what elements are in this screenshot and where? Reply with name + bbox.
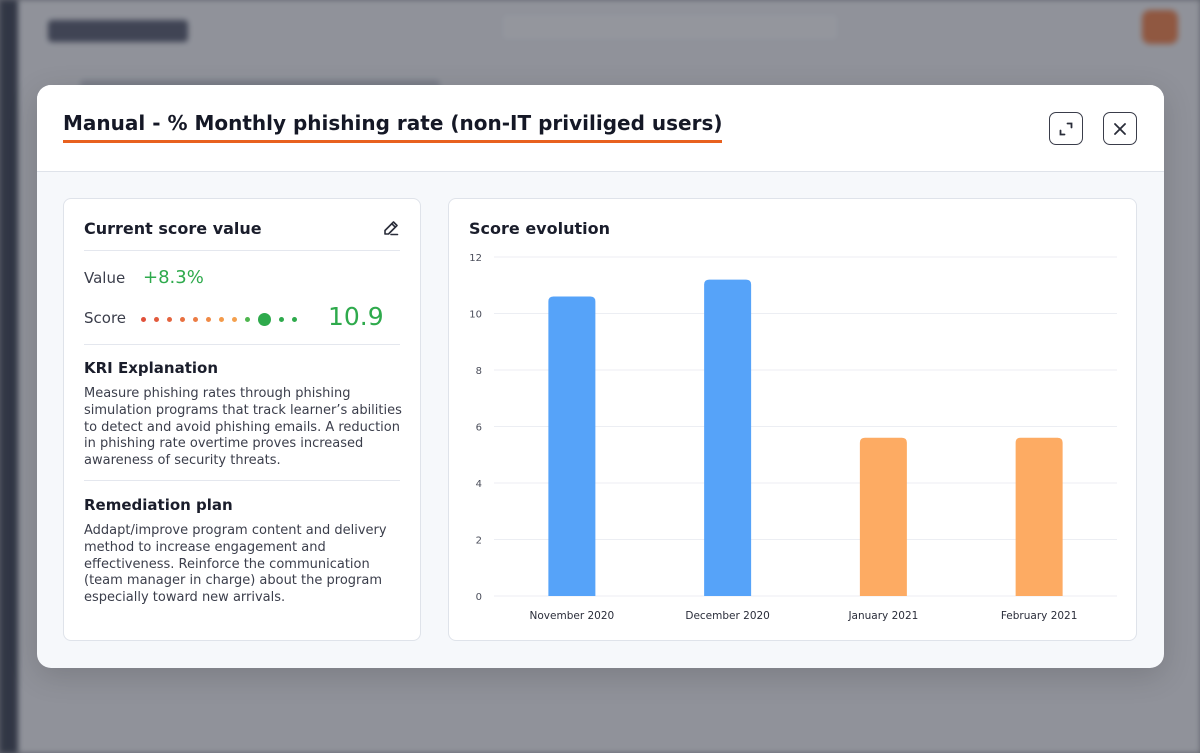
score-scale-dot xyxy=(154,316,159,322)
current-score-title: Current score value xyxy=(84,219,262,238)
y-tick-label: 0 xyxy=(476,592,482,603)
x-tick-label: February 2021 xyxy=(1001,610,1078,622)
current-score-card: Current score value Value +8.3% Score 10… xyxy=(63,198,421,641)
score-evolution-chart: 0 2 4 6 8 10 12 November 2020 December 2020 Janua… xyxy=(469,253,1117,622)
x-tick-label: December 2020 xyxy=(685,610,770,622)
score-scale-dot xyxy=(167,316,172,322)
kri-explanation-text: Measure phishing rates through phishing … xyxy=(84,386,402,469)
close-icon xyxy=(1114,122,1126,135)
divider xyxy=(84,250,400,251)
divider xyxy=(84,480,400,481)
score-scale-dot xyxy=(219,316,224,322)
divider xyxy=(84,344,400,345)
y-tick-label: 12 xyxy=(469,253,482,264)
score-scale xyxy=(141,312,305,326)
close-button[interactable] xyxy=(1103,112,1137,145)
score-scale-dot xyxy=(279,316,284,322)
bar-november-2020[interactable] xyxy=(548,296,596,596)
expand-button[interactable] xyxy=(1049,112,1083,145)
score-scale-dot xyxy=(232,316,237,322)
kri-detail-modal: Manual - % Monthly phishing rate (non-IT… xyxy=(37,85,1164,668)
value-amount: +8.3% xyxy=(143,267,204,288)
modal-title: Manual - % Monthly phishing rate (non-IT… xyxy=(63,111,723,143)
score-scale-dot xyxy=(206,316,211,322)
x-tick-label: January 2021 xyxy=(847,610,918,622)
y-tick-label: 6 xyxy=(476,423,482,434)
edit-score-button[interactable] xyxy=(382,219,402,239)
score-scale-dot xyxy=(292,316,297,322)
x-tick-label: November 2020 xyxy=(530,610,615,622)
chart-title: Score evolution xyxy=(469,219,610,238)
score-scale-dot xyxy=(180,316,185,322)
score-scale-dot xyxy=(141,316,146,322)
score-scale-dot xyxy=(193,316,198,322)
y-tick-label: 10 xyxy=(469,310,482,321)
y-tick-label: 4 xyxy=(476,479,482,490)
pencil-icon xyxy=(384,221,399,236)
score-value: 10.9 xyxy=(328,302,384,331)
bar-january-2021[interactable] xyxy=(859,437,907,596)
expand-icon xyxy=(1059,122,1073,135)
score-label: Score xyxy=(84,309,127,327)
modal-header: Manual - % Monthly phishing rate (non-IT… xyxy=(37,85,1164,172)
kri-explanation-title: KRI Explanation xyxy=(84,359,218,377)
bar-december-2020[interactable] xyxy=(704,279,752,596)
bar-february-2021[interactable] xyxy=(1015,437,1063,596)
score-scale-marker xyxy=(258,312,271,326)
remediation-plan-title: Remediation plan xyxy=(84,496,233,514)
y-tick-label: 8 xyxy=(476,366,482,377)
value-label: Value xyxy=(84,269,126,287)
score-evolution-card: Score evolution 0 2 4 6 8 10 12 November 2020 De… xyxy=(448,198,1137,641)
score-scale-dot xyxy=(245,316,250,322)
remediation-plan-text: Addapt/improve program content and deliv… xyxy=(84,523,387,606)
y-tick-label: 2 xyxy=(476,536,482,547)
